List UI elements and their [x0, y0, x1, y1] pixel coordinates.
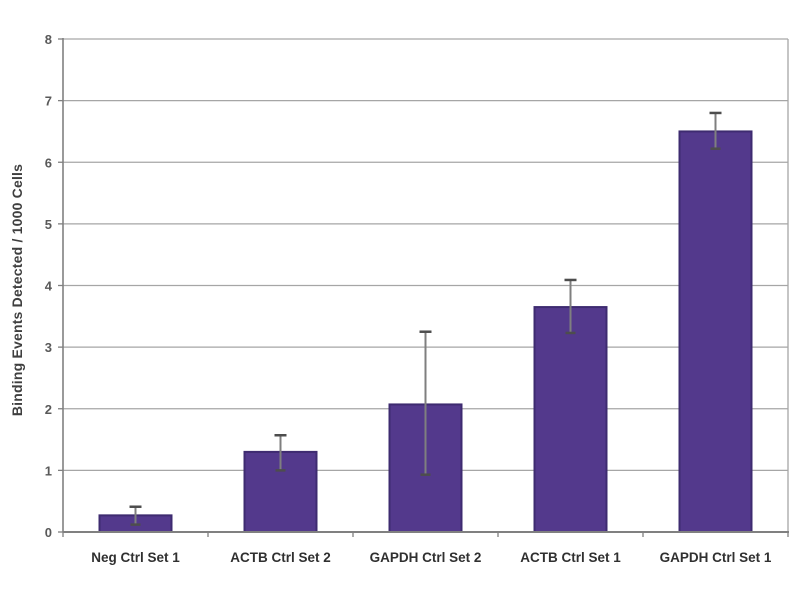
x-category-label: GAPDH Ctrl Set 1 [660, 550, 772, 565]
bar-5 [678, 130, 753, 533]
x-category-label: ACTB Ctrl Set 2 [230, 550, 331, 565]
y-tick-label: 5 [45, 217, 52, 232]
y-tick-label: 0 [45, 525, 52, 540]
bar-4 [533, 306, 608, 533]
x-category-label: GAPDH Ctrl Set 2 [370, 550, 482, 565]
y-tick-label: 6 [45, 155, 52, 170]
y-tick-label: 8 [45, 32, 52, 47]
y-tick-label: 2 [45, 402, 52, 417]
y-tick-label: 1 [45, 463, 52, 478]
y-tick-label: 7 [45, 94, 52, 109]
y-tick-label: 3 [45, 340, 52, 355]
y-tick-label: 4 [45, 279, 53, 294]
y-axis-title-text: Binding Events Detected / 1000 Cells [9, 163, 25, 417]
x-category-label: ACTB Ctrl Set 1 [520, 550, 621, 565]
x-category-label: Neg Ctrl Set 1 [91, 550, 180, 565]
